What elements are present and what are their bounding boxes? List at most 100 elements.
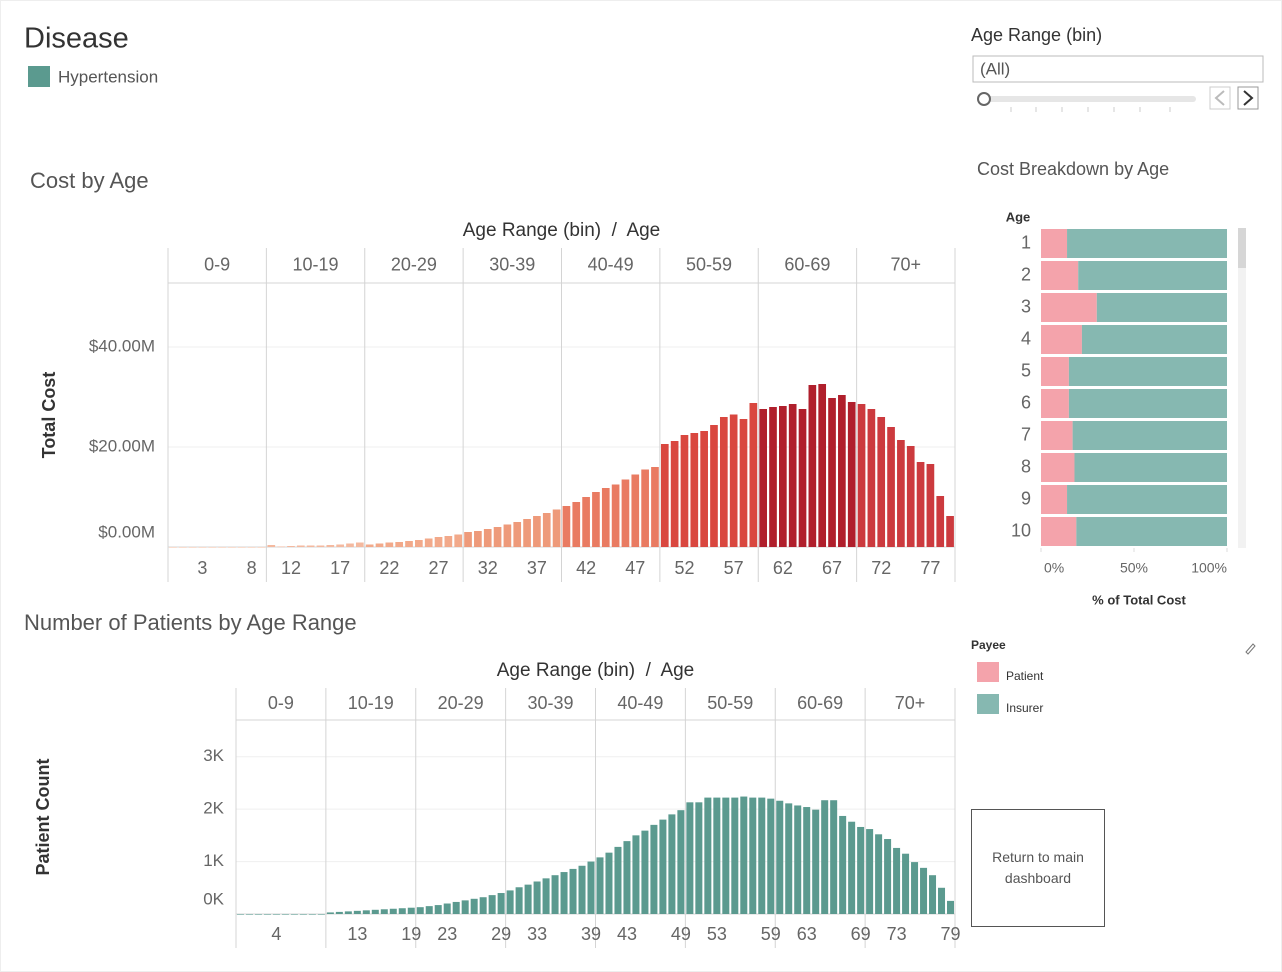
bar <box>316 545 325 547</box>
bar <box>371 909 379 914</box>
bar-segment <box>1074 453 1227 482</box>
bar <box>686 802 694 914</box>
bar <box>592 492 600 547</box>
x-tick-label: 3 <box>197 558 207 578</box>
bar <box>788 404 797 547</box>
bar <box>257 547 266 548</box>
bar <box>670 441 679 547</box>
legend-swatch <box>977 694 999 714</box>
bar <box>759 409 768 547</box>
bar-segment <box>1078 261 1227 290</box>
slider-thumb[interactable] <box>977 92 991 106</box>
bar <box>739 419 748 547</box>
bar <box>569 868 577 914</box>
bar <box>562 506 571 547</box>
bar <box>552 509 561 547</box>
legend-swatch <box>28 66 50 87</box>
bar <box>731 797 739 914</box>
next-icon <box>1243 90 1254 106</box>
bar <box>911 862 919 914</box>
bar <box>515 887 523 914</box>
y-tick-label: 0K <box>203 889 224 908</box>
bar <box>542 878 550 914</box>
bar <box>947 900 955 914</box>
bar <box>277 546 285 548</box>
bar <box>375 543 384 547</box>
bar <box>818 384 827 547</box>
dashboard-title: Disease <box>24 23 129 55</box>
bar <box>857 404 866 547</box>
bar <box>560 872 568 914</box>
legend-label: Patient <box>1006 669 1044 683</box>
bar <box>897 440 905 547</box>
bin-label: 50-59 <box>686 254 732 274</box>
bar-segment <box>1068 357 1227 386</box>
bar <box>884 839 892 914</box>
legend-label: Insurer <box>1006 701 1043 715</box>
x-tick-label: 19 <box>401 924 421 944</box>
bar <box>713 797 721 914</box>
bar <box>848 821 856 914</box>
bar <box>169 547 177 548</box>
chart-title: Number of Patients by Age Range <box>24 610 357 635</box>
y-tick-label: 3K <box>203 746 224 765</box>
x-tick-label: 52 <box>674 558 694 578</box>
bar <box>317 914 325 915</box>
bar <box>926 464 935 547</box>
bar <box>749 403 758 547</box>
x-tick-label: 39 <box>581 924 601 944</box>
bar <box>389 908 397 914</box>
scroll-thumb[interactable] <box>1238 228 1246 268</box>
bar <box>254 914 262 915</box>
bar <box>299 914 307 915</box>
bar <box>424 538 433 547</box>
bar <box>938 887 946 914</box>
edit-icon[interactable] <box>1245 643 1256 655</box>
bar <box>916 462 925 547</box>
bar <box>798 409 807 547</box>
x-tick-label: 4 <box>271 924 281 944</box>
bar <box>470 898 478 914</box>
bar <box>887 427 895 547</box>
axis-title: Total Cost <box>39 372 59 459</box>
bar-segment <box>1041 293 1097 322</box>
prev-button[interactable] <box>1209 86 1231 110</box>
bin-label: 40-49 <box>588 254 634 274</box>
bar <box>776 800 784 914</box>
scrollbar[interactable] <box>1238 228 1246 548</box>
x-tick-label: 59 <box>761 924 781 944</box>
bar <box>434 905 442 914</box>
bar <box>290 914 298 915</box>
x-tick-label: 57 <box>724 558 744 578</box>
bar-segment <box>1076 517 1227 546</box>
bar <box>596 857 604 914</box>
bin-label: 70+ <box>891 254 922 274</box>
bar <box>611 484 620 547</box>
y-tick-label: $0.00M <box>98 522 155 541</box>
bar <box>551 875 559 914</box>
bar <box>483 529 492 547</box>
filter-dropdown[interactable] <box>972 55 1264 83</box>
x-tick-label: 77 <box>920 558 940 578</box>
return-button[interactable]: Return to main dashboard <box>971 809 1105 927</box>
bar <box>464 532 472 547</box>
bar <box>493 527 502 547</box>
bar <box>542 513 551 547</box>
x-tick-label: 69 <box>851 924 871 944</box>
bar-segment <box>1072 421 1227 450</box>
bin-label: 10-19 <box>348 693 394 713</box>
bar <box>308 914 316 915</box>
bar <box>335 911 343 914</box>
bar <box>267 545 276 547</box>
bar <box>434 537 443 547</box>
next-button[interactable] <box>1237 86 1259 110</box>
bar <box>877 417 886 547</box>
bar <box>405 541 413 547</box>
bar <box>680 435 689 547</box>
prev-icon <box>1214 90 1225 106</box>
y-tick-label: 10 <box>1011 520 1031 540</box>
y-tick-label: 5 <box>1021 360 1031 380</box>
x-tick-label: 37 <box>527 558 547 578</box>
bin-label: 30-39 <box>528 693 574 713</box>
x-tick-label: 0% <box>1044 560 1064 576</box>
